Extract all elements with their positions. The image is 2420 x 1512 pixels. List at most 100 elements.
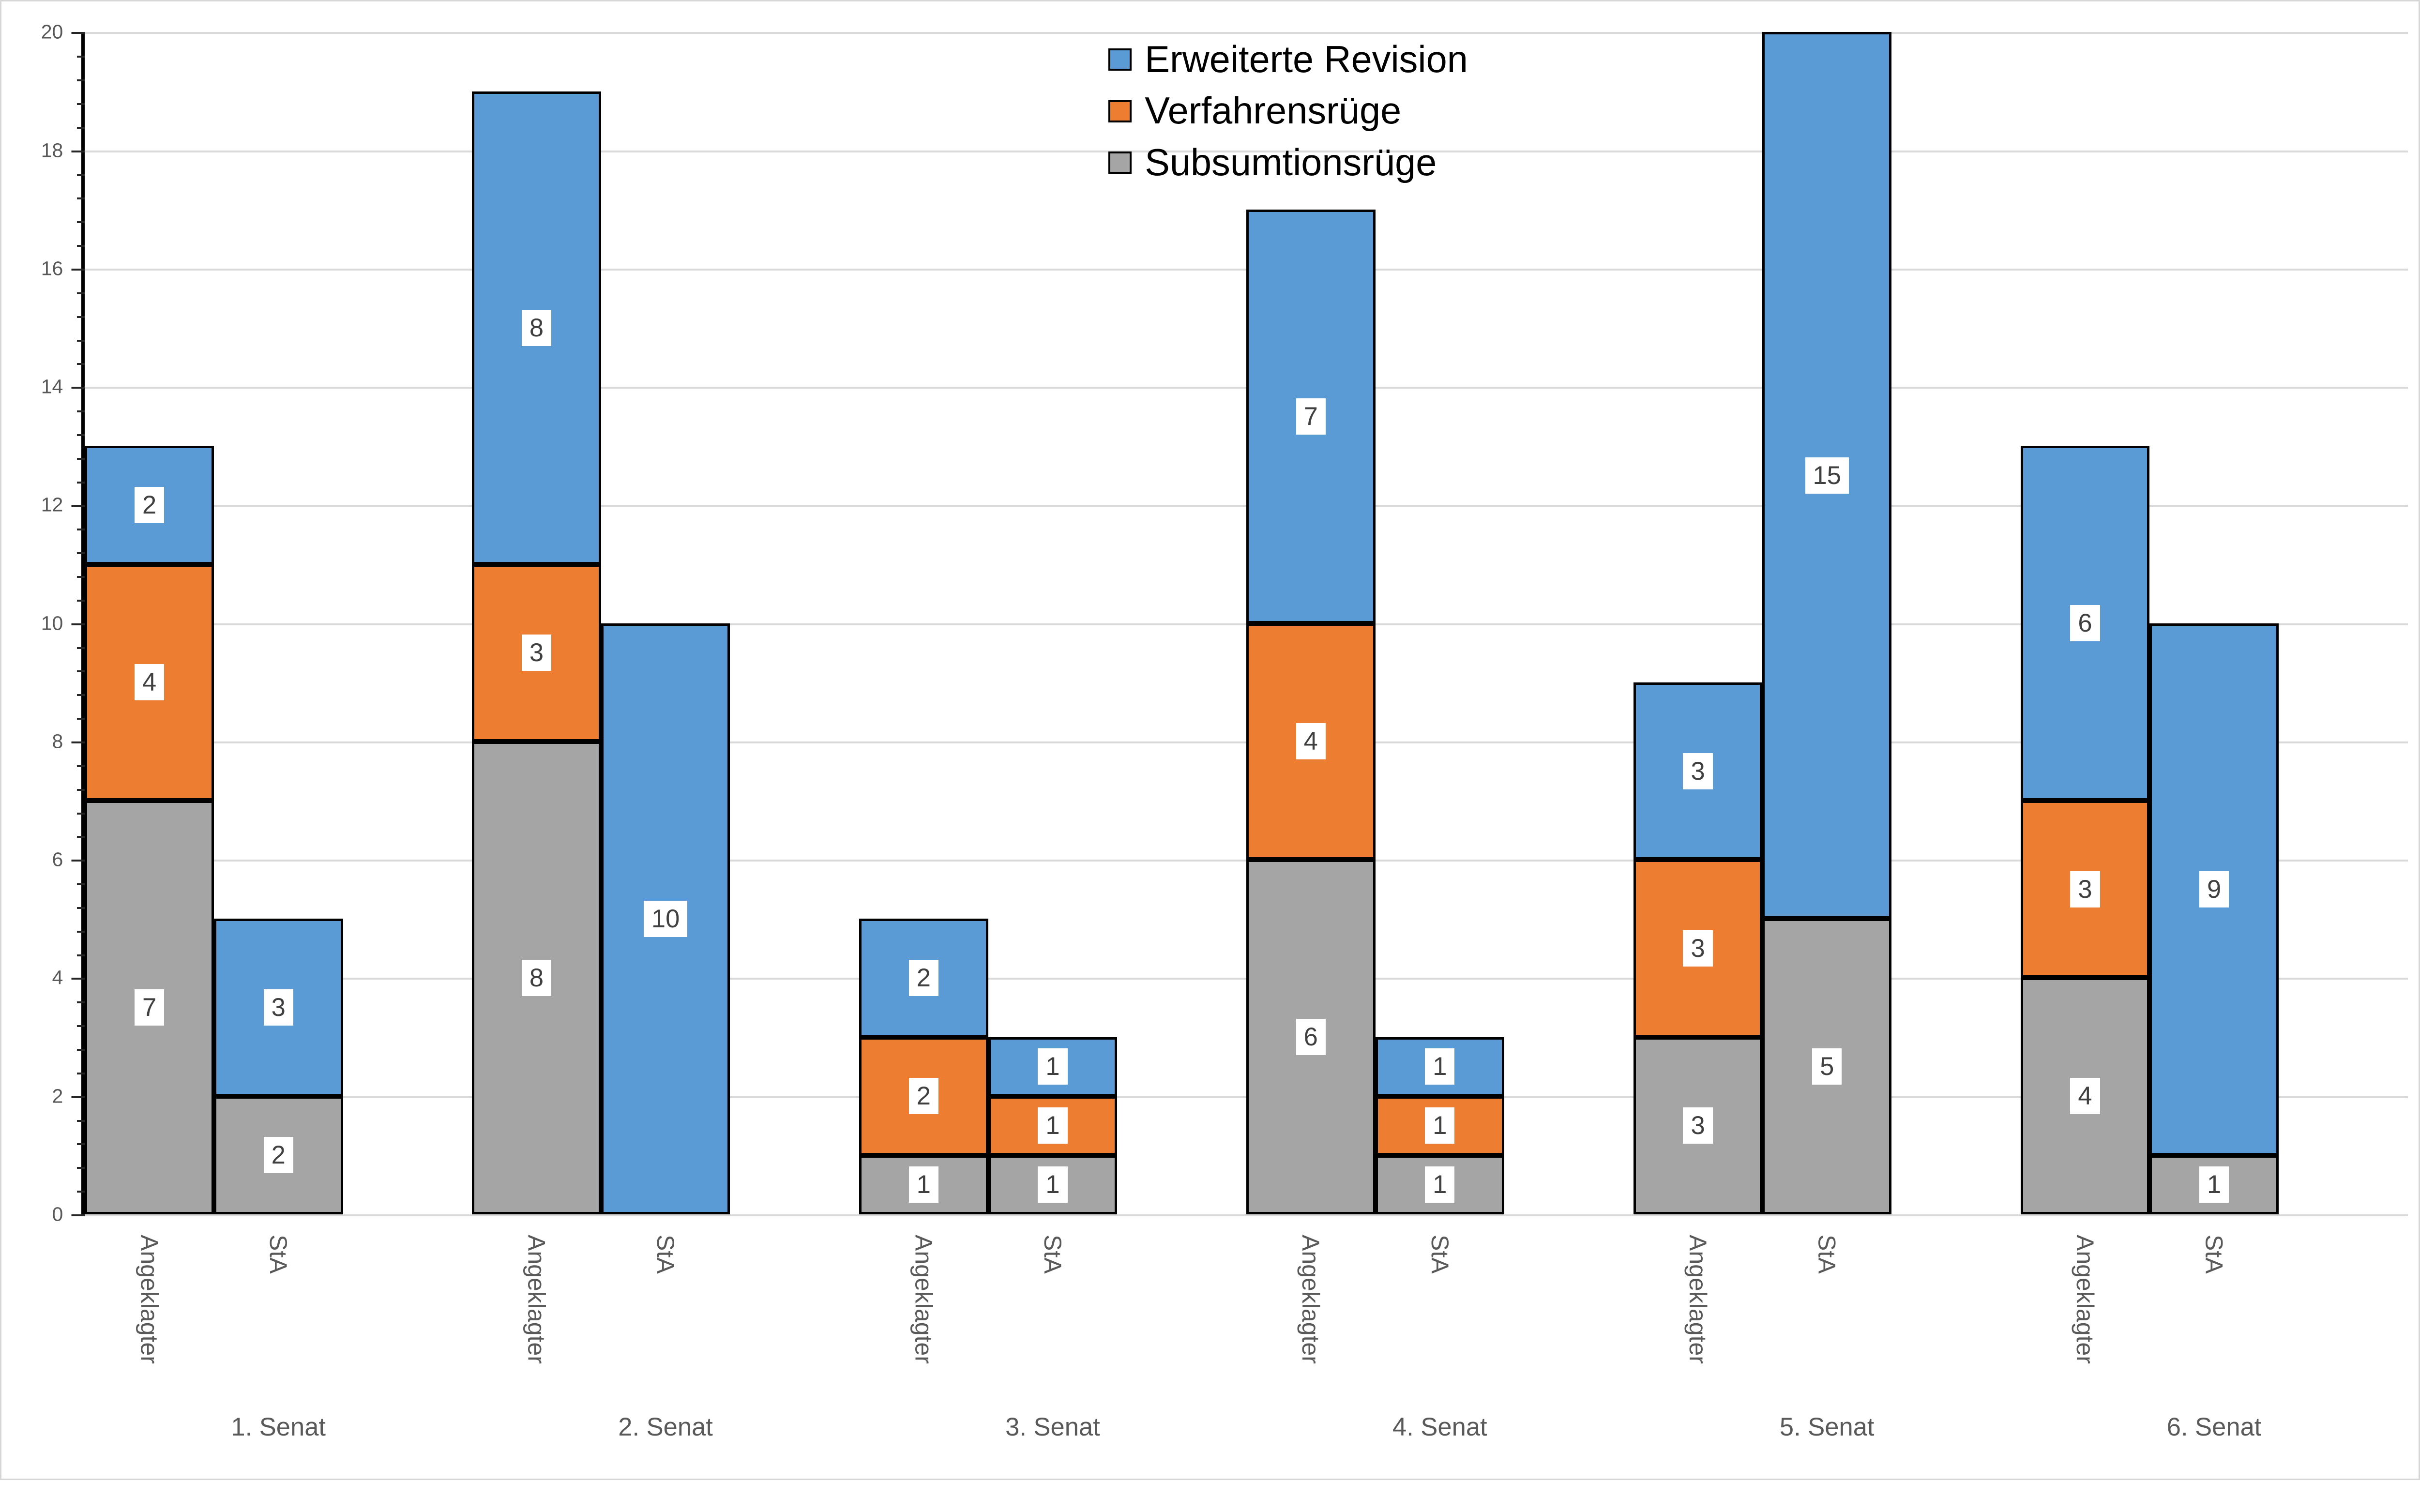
y-tick-label: 18 (41, 139, 63, 162)
minor-tick (77, 1191, 85, 1193)
data-label: 1 (1038, 1166, 1068, 1203)
stacked-bar: 3 3 3 (1633, 32, 1763, 1214)
x-axis-group: Angeklagter StA 2. Senat (472, 1222, 859, 1479)
data-label: 3 (1683, 930, 1713, 967)
data-label: 4 (1296, 723, 1326, 760)
minor-tick (77, 670, 85, 673)
major-tick (71, 268, 85, 271)
minor-tick (77, 79, 85, 82)
group-label: 3. Senat (1005, 1413, 1100, 1442)
minor-tick (77, 174, 85, 176)
legend-label: Erweiterte Revision (1145, 38, 1468, 80)
bar-pair: 8 3 8 10 (472, 32, 730, 1214)
data-label: 1 (908, 1166, 938, 1203)
minor-tick (77, 883, 85, 886)
legend-swatch-gray-icon (1108, 151, 1132, 174)
minor-tick (77, 930, 85, 933)
bar-segment-erw: 3 (213, 919, 343, 1096)
bar-segment-sub: 8 (472, 741, 601, 1214)
x-axis-group: Angeklagter StA 4. Senat (1246, 1222, 1634, 1479)
bar-segment-sub: 4 (2020, 978, 2150, 1214)
bar-segment-verf: 3 (2020, 801, 2150, 978)
group-label: 5. Senat (1779, 1413, 1875, 1442)
bar-segment-verf: 4 (85, 564, 214, 801)
major-tick (71, 32, 85, 34)
bar-segment-sub: 1 (859, 1155, 988, 1214)
stacked-bar: 1 1 1 (1375, 32, 1505, 1214)
category-label: Angeklagter (1684, 1235, 1712, 1364)
minor-tick (77, 126, 85, 129)
bar-segment-erw: 2 (85, 446, 214, 564)
legend: Erweiterte Revision Verfahrensrüge Subsu… (1108, 38, 1468, 184)
data-label: 6 (1296, 1019, 1326, 1056)
major-tick (71, 741, 85, 743)
data-label: 2 (263, 1137, 293, 1174)
data-label: 2 (134, 486, 165, 523)
gridline (85, 150, 2408, 152)
bar-segment-verf: 1 (988, 1096, 1118, 1155)
legend-item-subsumtionsruege: Subsumtionsrüge (1108, 141, 1468, 184)
data-label: 8 (521, 309, 552, 346)
minor-tick (77, 197, 85, 200)
minor-tick (77, 694, 85, 696)
minor-tick (77, 434, 85, 436)
major-tick (71, 1214, 85, 1216)
x-axis-group: Angeklagter StA 5. Senat (1634, 1222, 2021, 1479)
legend-label: Subsumtionsrüge (1145, 141, 1437, 183)
y-tick-label: 2 (52, 1085, 63, 1107)
data-label: 3 (1683, 1107, 1713, 1144)
category-label: Angeklagter (136, 1235, 163, 1364)
stacked-bar: 15 5 (1762, 32, 1892, 1214)
y-tick-label: 6 (52, 848, 63, 871)
x-axis-group: Angeklagter StA 3. Senat (859, 1222, 1246, 1479)
minor-tick (77, 718, 85, 720)
bar-segment-sub: 6 (1246, 860, 1376, 1214)
minor-tick (77, 552, 85, 555)
category-label: Angeklagter (1297, 1235, 1325, 1364)
minor-tick (77, 576, 85, 578)
y-tick-label: 0 (52, 1203, 63, 1225)
minor-tick (77, 410, 85, 413)
data-label: 15 (1805, 457, 1849, 494)
data-label: 1 (1038, 1048, 1068, 1085)
minor-tick (77, 599, 85, 602)
minor-tick (77, 647, 85, 649)
bar-segment-erw: 1 (988, 1037, 1118, 1096)
major-tick (71, 623, 85, 625)
bar-segment-erw: 9 (2149, 623, 2279, 1155)
group-label: 4. Senat (1392, 1413, 1487, 1442)
minor-tick (77, 765, 85, 767)
minor-tick (77, 529, 85, 531)
bar-pair: 3 3 3 15 5 (1633, 32, 1892, 1214)
bar-segment-erw: 7 (1246, 209, 1376, 623)
major-tick (71, 1096, 85, 1098)
data-label: 3 (521, 635, 552, 671)
legend-swatch-orange-icon (1108, 100, 1132, 122)
bar-segment-verf: 3 (472, 564, 601, 741)
data-label: 4 (134, 664, 165, 701)
bar-segment-verf: 3 (1633, 860, 1763, 1037)
gridline (85, 32, 2408, 34)
y-tick-label: 12 (41, 493, 63, 516)
bar-segment-sub: 1 (1375, 1155, 1505, 1214)
x-axis-group: Angeklagter StA 6. Senat (2021, 1222, 2408, 1479)
legend-item-verfahrensruege: Verfahrensrüge (1108, 90, 1468, 133)
category-label: Angeklagter (523, 1235, 550, 1364)
minor-tick (77, 457, 85, 460)
minor-tick (77, 1143, 85, 1146)
category-label: StA (1426, 1235, 1453, 1274)
data-label: 1 (1038, 1107, 1068, 1144)
y-axis-labels: 0 2 4 6 8 10 12 14 16 18 20 (1, 21, 74, 1225)
category-label: StA (652, 1235, 680, 1274)
data-label: 7 (1296, 398, 1326, 435)
category-label: StA (2200, 1235, 2228, 1274)
y-tick-label: 16 (41, 257, 63, 280)
bar-segment-erw: 2 (859, 919, 988, 1037)
data-label: 1 (1425, 1107, 1455, 1144)
bar-segment-erw: 3 (1633, 682, 1763, 860)
y-tick-label: 10 (41, 612, 63, 635)
